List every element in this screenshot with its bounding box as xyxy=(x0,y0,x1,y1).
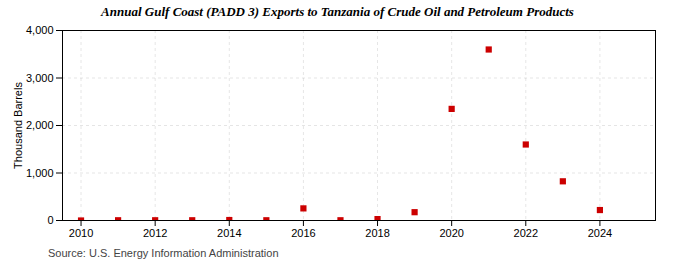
svg-text:2018: 2018 xyxy=(365,227,389,239)
svg-text:2012: 2012 xyxy=(143,227,167,239)
svg-text:2014: 2014 xyxy=(217,227,241,239)
svg-text:2,000: 2,000 xyxy=(26,119,54,131)
svg-text:1,000: 1,000 xyxy=(26,167,54,179)
html-text:Annual Gulf Coast (PADD 3) Exp: Annual Gulf Coast (PADD 3) Exports to Ta… xyxy=(101,4,574,19)
svg-text:2024: 2024 xyxy=(588,227,612,239)
svg-text:2016: 2016 xyxy=(291,227,315,239)
svg-text:3,000: 3,000 xyxy=(26,72,54,84)
svg-text:4,000: 4,000 xyxy=(26,24,54,36)
svg-text:0: 0 xyxy=(47,214,53,226)
svg-text:2010: 2010 xyxy=(69,227,93,239)
svg-text:Thousand Barrels: Thousand Barrels xyxy=(12,82,24,169)
svg-text:2022: 2022 xyxy=(514,227,538,239)
html-text:Source: U.S. Energy Informatio: Source: U.S. Energy Information Administ… xyxy=(48,247,279,259)
svg-text:2020: 2020 xyxy=(439,227,463,239)
